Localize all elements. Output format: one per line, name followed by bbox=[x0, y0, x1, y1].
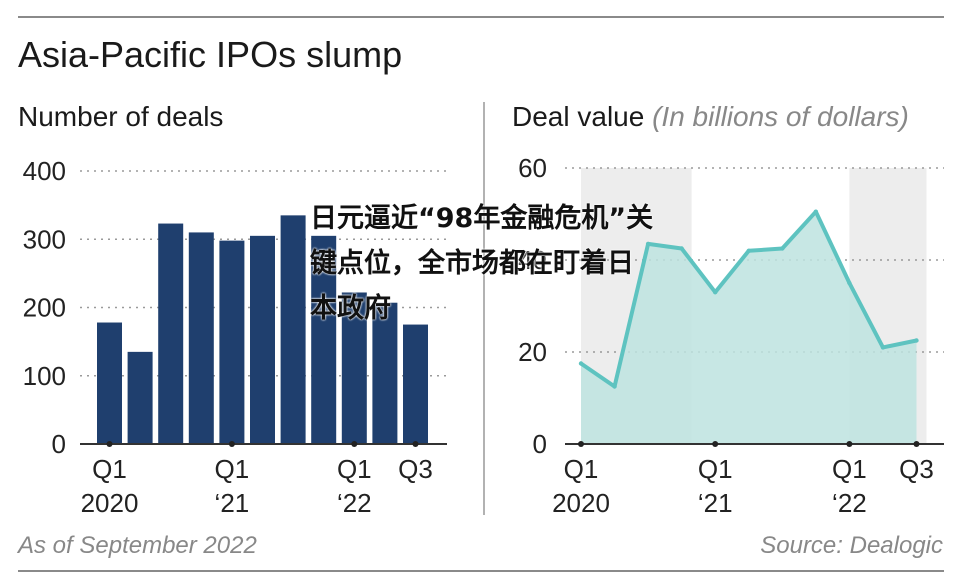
left-xtick-dot bbox=[107, 441, 113, 447]
right-xtick-year: ‘21 bbox=[698, 488, 733, 518]
left-bar-4 bbox=[189, 232, 214, 444]
left-ytick-label: 400 bbox=[23, 156, 66, 186]
left-xtick-dot bbox=[229, 441, 235, 447]
right-xtick-label: Q1 bbox=[832, 454, 867, 484]
right-xtick-dot bbox=[914, 441, 920, 447]
left-bar-5 bbox=[219, 241, 244, 444]
left-bar-3 bbox=[158, 224, 183, 444]
left-xtick-year: ‘21 bbox=[215, 488, 250, 518]
left-ytick-label: 300 bbox=[23, 224, 66, 254]
deal-value-point-8 bbox=[814, 210, 818, 214]
right-xtick-year: ‘22 bbox=[832, 488, 867, 518]
left-ytick-label: 0 bbox=[52, 429, 66, 459]
left-xtick-label: Q1 bbox=[215, 454, 250, 484]
overlay-text: 日元逼近“98年金融危机”关键点位，全市场都在盯着日本政府 bbox=[310, 196, 660, 331]
left-bar-6 bbox=[250, 236, 275, 444]
left-bar-2 bbox=[128, 352, 153, 444]
right-xtick-dot bbox=[846, 441, 852, 447]
right-xtick-year: 2020 bbox=[552, 488, 610, 518]
right-ytick-label: 0 bbox=[533, 429, 547, 459]
left-xtick-label: Q1 bbox=[337, 454, 372, 484]
left-ytick-label: 200 bbox=[23, 293, 66, 323]
deal-value-point-5 bbox=[713, 290, 717, 294]
footer-note: As of September 2022 bbox=[18, 532, 257, 560]
deal-value-point-11 bbox=[914, 338, 918, 342]
left-xtick-year: ‘22 bbox=[337, 488, 372, 518]
deal-value-point-10 bbox=[881, 345, 885, 349]
left-bar-1 bbox=[97, 323, 122, 444]
bottom-rule bbox=[18, 570, 944, 572]
deal-value-point-1 bbox=[579, 361, 583, 365]
deal-value-point-9 bbox=[847, 281, 851, 285]
right-xtick-label: Q1 bbox=[564, 454, 599, 484]
right-ytick-label: 20 bbox=[518, 337, 547, 367]
right-xtick-label: Q3 bbox=[899, 454, 934, 484]
left-bar-7 bbox=[281, 215, 306, 444]
deal-value-point-7 bbox=[780, 246, 784, 250]
left-xtick-label: Q1 bbox=[92, 454, 127, 484]
deal-value-point-4 bbox=[679, 246, 683, 250]
deal-value-point-2 bbox=[612, 384, 616, 388]
right-xtick-dot bbox=[712, 441, 718, 447]
left-xtick-label: Q3 bbox=[398, 454, 433, 484]
right-xtick-dot bbox=[578, 441, 584, 447]
footer-source: Source: Dealogic bbox=[760, 532, 943, 560]
left-ytick-label: 100 bbox=[23, 361, 66, 391]
right-xtick-label: Q1 bbox=[698, 454, 733, 484]
left-xtick-dot bbox=[351, 441, 357, 447]
left-xtick-year: 2020 bbox=[81, 488, 139, 518]
right-ytick-label: 60 bbox=[518, 153, 547, 183]
left-bar-11 bbox=[403, 325, 428, 444]
deal-value-point-6 bbox=[747, 249, 751, 253]
left-xtick-dot bbox=[413, 441, 419, 447]
